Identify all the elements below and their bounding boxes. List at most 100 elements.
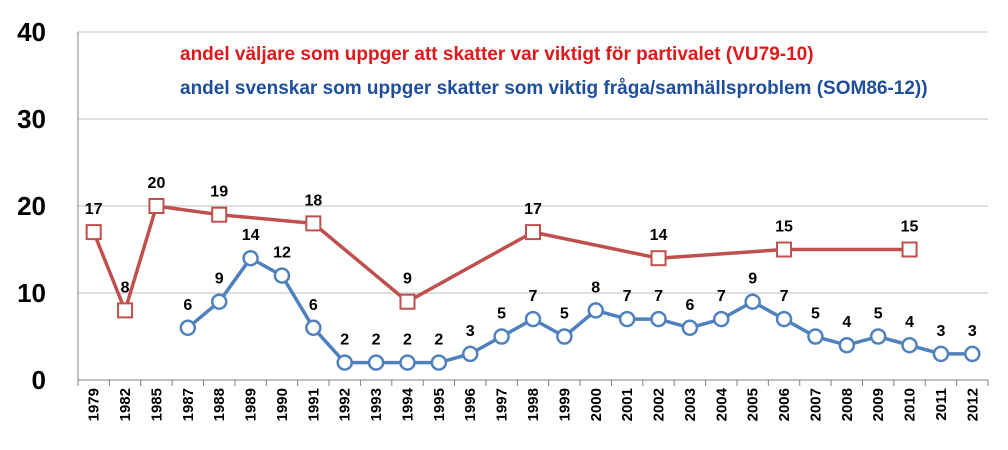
- y-tick-label-10: 10: [17, 278, 46, 308]
- data-label-s1-1997: 5: [497, 306, 506, 323]
- data-label-s1-1999: 5: [560, 306, 569, 323]
- data-label-s1-1996: 3: [466, 323, 475, 340]
- x-tick-label-1979: 1979: [86, 388, 103, 421]
- marker-s1-2004: [713, 310, 730, 328]
- data-label-s0-1985: 20: [148, 175, 166, 192]
- data-label-s0-2002: 14: [650, 227, 668, 244]
- data-label-s1-2011: 3: [936, 323, 945, 340]
- marker-s0-1988: [211, 206, 228, 223]
- x-tick-label-1987: 1987: [180, 388, 197, 421]
- x-tick-label-2001: 2001: [619, 388, 636, 421]
- y-tick-label-30: 30: [17, 104, 46, 134]
- marker-s0-1982: [117, 302, 134, 319]
- data-label-s1-1995: 2: [434, 332, 443, 349]
- x-tick-label-1997: 1997: [494, 388, 511, 421]
- x-tick-label-1992: 1992: [337, 388, 354, 421]
- data-label-s0-1988: 19: [210, 184, 228, 201]
- x-tick-label-2000: 2000: [588, 388, 605, 421]
- x-tick-label-2003: 2003: [682, 388, 699, 421]
- data-label-s1-2003: 6: [685, 297, 694, 314]
- marker-s1-1990: [273, 267, 291, 284]
- data-label-s1-2000: 8: [591, 279, 600, 296]
- marker-s1-1992: [336, 354, 353, 371]
- marker-s1-2007: [807, 328, 824, 345]
- x-tick-label-2008: 2008: [839, 388, 856, 421]
- legend-entry-swedes: andel svenskar som uppger skatter som vi…: [180, 78, 928, 99]
- y-tick-label-20: 20: [17, 191, 46, 221]
- x-tick-label-2005: 2005: [745, 388, 762, 421]
- data-label-s1-1998: 7: [529, 288, 538, 305]
- data-label-s0-1998: 17: [524, 201, 542, 218]
- data-label-s1-2007: 5: [811, 306, 820, 323]
- data-label-s1-2001: 7: [623, 288, 632, 305]
- x-tick-label-1990: 1990: [274, 388, 291, 421]
- data-label-s0-1979: 17: [85, 201, 103, 218]
- marker-s1-2011: [932, 345, 950, 363]
- marker-s0-2002: [650, 250, 667, 267]
- marker-s1-2002: [650, 310, 667, 328]
- marker-s1-2006: [775, 310, 793, 328]
- marker-s1-2000: [587, 302, 605, 319]
- marker-s0-1985: [148, 198, 165, 214]
- data-label-s0-2010: 15: [901, 219, 919, 236]
- x-tick-label-1988: 1988: [211, 388, 228, 421]
- data-label-s1-1991: 6: [309, 297, 318, 314]
- marker-s1-2012: [964, 345, 981, 363]
- marker-s1-2001: [618, 310, 636, 328]
- marker-s1-2003: [681, 319, 699, 337]
- data-label-s0-1994: 9: [403, 271, 412, 288]
- x-tick-label-1985: 1985: [148, 388, 165, 421]
- series: [85, 198, 981, 371]
- data-label-s1-2005: 9: [748, 271, 757, 288]
- data-labels: 17 8 20 19 18 9 17 14 15 15 6 9 14 12 6 2 2 2 2 3 5 7 5 8 7 7 6 7 9 7…: [85, 175, 977, 349]
- marker-s0-1991: [305, 215, 322, 232]
- marker-s1-1997: [493, 328, 510, 345]
- marker-s0-2006: [776, 241, 793, 258]
- marker-s1-1988: [210, 293, 228, 310]
- marker-s1-2008: [838, 336, 856, 354]
- marker-s1-1994: [399, 354, 416, 371]
- x-tick-label-1989: 1989: [243, 388, 260, 421]
- x-tick-label-1993: 1993: [368, 388, 385, 421]
- data-label-s0-1982: 8: [121, 279, 130, 296]
- y-tick-label-0: 0: [32, 365, 46, 395]
- data-label-s1-2009: 5: [874, 306, 883, 323]
- data-label-s1-1988: 9: [215, 271, 224, 288]
- marker-s1-2009: [869, 328, 887, 345]
- x-tick-label-2007: 2007: [807, 388, 824, 421]
- x-tick-label-1991: 1991: [305, 388, 322, 421]
- data-label-s1-2006: 7: [780, 288, 789, 305]
- marker-s1-1991: [305, 319, 322, 337]
- data-label-s0-2006: 15: [775, 219, 793, 236]
- marker-s1-1998: [524, 310, 542, 328]
- legend-entry-voters: andel väljare som uppger att skatter var…: [180, 44, 814, 65]
- marker-s1-1993: [367, 354, 385, 371]
- data-label-s0-1991: 18: [304, 192, 322, 209]
- data-label-s1-2002: 7: [654, 288, 663, 305]
- marker-s1-1999: [556, 328, 573, 345]
- data-label-s1-2010: 4: [905, 314, 914, 331]
- marker-s1-2010: [901, 336, 918, 354]
- y-tick-label-40: 40: [17, 17, 46, 47]
- data-label-s1-1989: 14: [242, 227, 260, 244]
- data-label-s1-1993: 2: [372, 332, 381, 349]
- marker-s0-1994: [399, 293, 416, 310]
- x-tick-label-1996: 1996: [462, 388, 479, 421]
- x-tick-label-2006: 2006: [776, 388, 793, 421]
- x-tick-label-1995: 1995: [431, 388, 448, 421]
- x-tick-label-1999: 1999: [556, 388, 573, 421]
- legend: andel väljare som uppger att skatter var…: [180, 44, 928, 99]
- data-label-s1-2008: 4: [842, 314, 851, 331]
- data-label-s1-2012: 3: [968, 323, 977, 340]
- x-tick-label-2009: 2009: [870, 388, 887, 421]
- x-tick-label-1982: 1982: [117, 388, 134, 421]
- marker-s1-1987: [179, 319, 197, 337]
- marker-s0-1979: [85, 224, 102, 241]
- x-tick-label-2012: 2012: [964, 388, 981, 421]
- data-label-s1-1994: 2: [403, 332, 412, 349]
- x-tick-label-2011: 2011: [933, 388, 950, 421]
- marker-s0-2010: [901, 241, 918, 258]
- x-tick-label-2004: 2004: [713, 387, 730, 421]
- marker-s1-1996: [461, 345, 479, 363]
